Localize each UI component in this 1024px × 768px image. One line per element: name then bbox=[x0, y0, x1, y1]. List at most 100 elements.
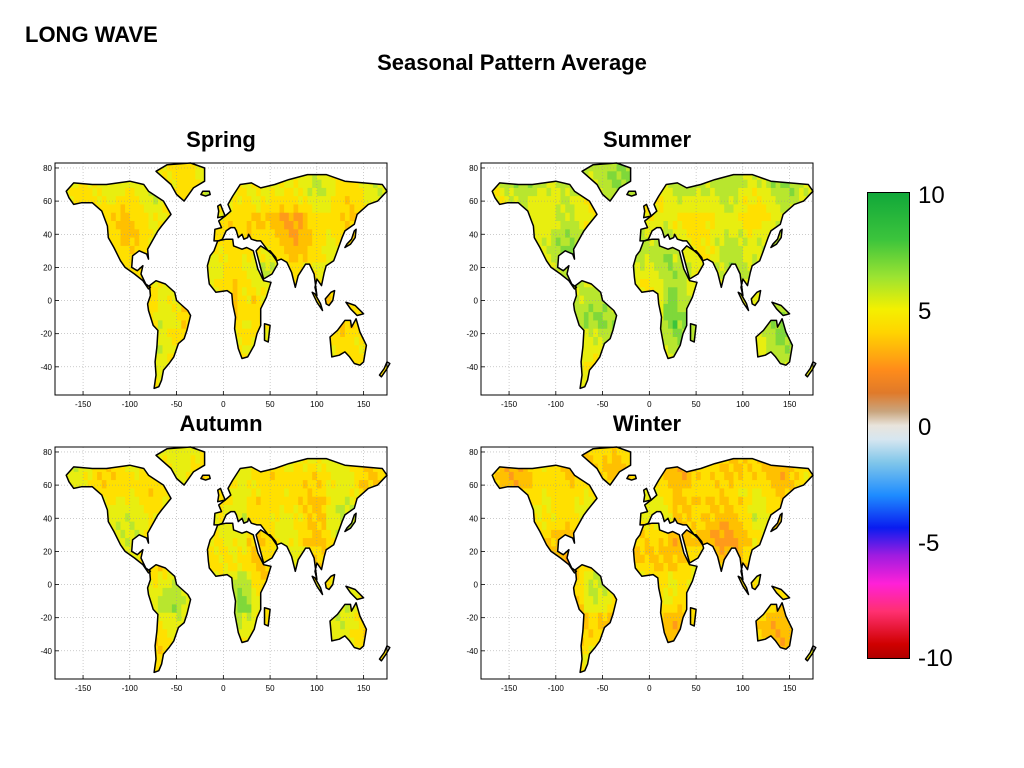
heat-cell bbox=[143, 513, 149, 522]
heat-cell bbox=[129, 463, 135, 473]
heat-cell bbox=[752, 237, 758, 247]
heat-cell bbox=[574, 287, 580, 296]
heat-cell bbox=[340, 221, 346, 230]
heat-cell bbox=[125, 471, 131, 481]
heat-cell bbox=[228, 212, 234, 222]
heat-cell bbox=[714, 187, 720, 197]
heat-cell bbox=[302, 229, 308, 238]
heat-cell bbox=[579, 378, 585, 388]
heat-cell bbox=[78, 196, 84, 205]
heat-cell bbox=[312, 204, 318, 214]
heat-cell bbox=[784, 345, 790, 354]
heat-cell bbox=[143, 496, 149, 506]
heat-cell bbox=[307, 245, 313, 255]
heat-cell bbox=[134, 554, 140, 564]
heat-cell bbox=[335, 345, 341, 354]
heat-cell bbox=[532, 187, 538, 197]
heat-cell bbox=[223, 237, 229, 247]
heat-cell bbox=[125, 229, 131, 238]
heat-cell bbox=[162, 320, 168, 330]
heat-cell bbox=[83, 196, 89, 205]
map-frame bbox=[54, 162, 388, 396]
heat-cell bbox=[663, 262, 669, 272]
heat-cell bbox=[181, 471, 187, 481]
coastline-eurasia bbox=[639, 173, 814, 297]
heat-cell bbox=[106, 480, 112, 489]
heat-cell bbox=[766, 320, 772, 330]
heat-cell bbox=[686, 254, 692, 263]
heat-cell bbox=[120, 229, 126, 238]
heat-cell bbox=[789, 187, 795, 197]
heat-cell bbox=[265, 212, 271, 222]
heat-cell bbox=[658, 303, 664, 313]
heat-cell bbox=[139, 229, 145, 238]
heat-cell bbox=[307, 204, 313, 214]
heat-cell bbox=[677, 262, 683, 272]
heat-cell bbox=[181, 463, 187, 473]
heat-cell bbox=[321, 221, 327, 230]
heat-cell bbox=[274, 229, 280, 238]
map-panel-summer: Summer -150 -100 -50 0 50 100 150 80 60 40 20 0 -20-… bbox=[466, 127, 817, 409]
heat-cell bbox=[747, 187, 753, 197]
heat-cell bbox=[644, 262, 650, 272]
heat-cell bbox=[354, 328, 360, 338]
heat-cell bbox=[284, 187, 290, 197]
x-tick-label: 150 bbox=[357, 400, 371, 409]
heat-cell bbox=[668, 312, 674, 321]
heat-cell bbox=[190, 447, 196, 456]
heat-cell bbox=[125, 546, 131, 556]
heat-cell bbox=[523, 196, 529, 205]
heat-cell bbox=[649, 279, 655, 288]
heat-cell bbox=[668, 221, 674, 230]
heat-cell bbox=[120, 254, 126, 263]
heat-cell bbox=[73, 480, 79, 489]
heat-cell bbox=[752, 212, 758, 222]
heat-cell bbox=[106, 505, 112, 514]
heat-cell bbox=[115, 212, 121, 222]
heat-cell bbox=[358, 353, 364, 363]
heat-cell bbox=[302, 221, 308, 230]
heat-cell bbox=[246, 204, 252, 214]
heat-cell bbox=[686, 262, 692, 272]
heat-cell bbox=[682, 320, 688, 330]
heat-cell bbox=[569, 196, 575, 205]
heat-cell bbox=[597, 337, 603, 346]
heat-cell bbox=[344, 196, 350, 205]
heat-cell bbox=[644, 279, 650, 288]
heat-cell bbox=[148, 287, 154, 296]
heat-cell bbox=[358, 204, 364, 214]
heat-cell bbox=[668, 270, 674, 280]
heat-cell bbox=[752, 221, 758, 230]
heat-cell bbox=[298, 187, 304, 197]
heat-cell bbox=[663, 337, 669, 346]
heat-cell bbox=[120, 471, 126, 481]
heat-cell bbox=[246, 295, 252, 305]
coastline-borneo bbox=[750, 289, 762, 307]
heat-cell bbox=[284, 204, 290, 214]
heat-cell bbox=[569, 229, 575, 238]
heat-cell bbox=[738, 196, 744, 205]
heat-cell bbox=[492, 187, 496, 197]
heat-cell bbox=[724, 187, 730, 197]
heat-cell bbox=[134, 471, 140, 481]
heat-cell bbox=[635, 262, 641, 272]
heat-cell bbox=[691, 221, 697, 230]
heat-cell bbox=[593, 303, 599, 313]
heat-cell bbox=[555, 187, 561, 197]
heat-cell bbox=[766, 345, 772, 354]
heat-cell bbox=[321, 204, 327, 214]
heat-cell bbox=[775, 196, 781, 205]
heat-cell bbox=[190, 463, 196, 473]
heat-cell bbox=[691, 279, 697, 288]
heat-cell bbox=[682, 295, 688, 305]
heat-cell bbox=[724, 179, 730, 189]
heat-cell bbox=[682, 204, 688, 214]
heat-cell bbox=[546, 221, 552, 230]
heat-cell bbox=[738, 221, 744, 230]
heat-cell bbox=[83, 480, 89, 489]
heat-cell bbox=[157, 337, 163, 346]
heat-cell bbox=[784, 196, 790, 205]
heat-cell bbox=[237, 187, 243, 197]
heat-cell bbox=[747, 179, 753, 189]
heat-cell bbox=[256, 295, 262, 305]
